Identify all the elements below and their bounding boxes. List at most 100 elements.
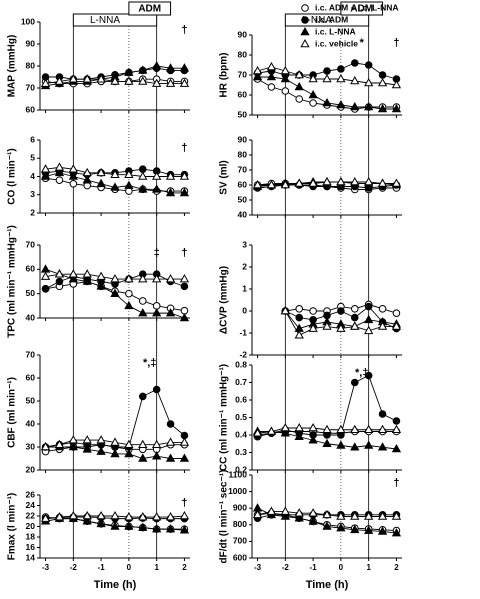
annotation: † xyxy=(393,477,399,489)
data-point xyxy=(350,424,360,434)
data-point xyxy=(294,513,304,522)
data-point xyxy=(266,506,277,515)
period-label: L-NNA xyxy=(302,15,332,26)
data-point xyxy=(391,321,402,330)
data-point xyxy=(377,424,388,434)
y-tick-label: 1000 xyxy=(228,486,247,496)
data-point xyxy=(68,510,78,520)
data-point xyxy=(152,451,162,460)
y-tick-label: 60 xyxy=(238,89,248,99)
data-point xyxy=(68,441,78,451)
data-point xyxy=(377,77,388,87)
period-label: ADM xyxy=(138,4,161,15)
x-tick-label: 1 xyxy=(366,563,371,572)
data-point xyxy=(350,176,360,186)
y-tick-label: 70 xyxy=(26,349,36,359)
panel: 40 50 60 70 80 90 SV (ml) xyxy=(219,134,402,219)
data-point xyxy=(165,453,176,462)
data-point xyxy=(138,453,148,462)
data-point xyxy=(54,167,65,177)
y-tick-label: 700 xyxy=(233,536,247,546)
legend-label: i.c. vehicle xyxy=(315,38,358,48)
data-point xyxy=(138,439,148,448)
y-tick-label: 18 xyxy=(26,531,36,541)
data-point xyxy=(252,428,263,437)
data-point xyxy=(110,521,120,530)
data-point xyxy=(40,271,51,280)
data-point xyxy=(152,439,162,448)
data-point xyxy=(179,525,190,534)
data-point xyxy=(377,103,388,113)
data-point xyxy=(54,162,65,171)
data-point xyxy=(124,274,134,283)
data-point xyxy=(336,424,346,434)
data-point xyxy=(179,437,190,446)
y-tick-label: 0.8 xyxy=(235,359,247,369)
data-point xyxy=(322,438,332,448)
data-point xyxy=(377,321,388,330)
data-point xyxy=(308,73,318,83)
data-point xyxy=(165,63,176,72)
data-point xyxy=(82,269,92,278)
data-point xyxy=(364,325,374,335)
data-point xyxy=(350,442,360,451)
data-point xyxy=(125,289,133,298)
data-point xyxy=(392,309,401,318)
period-label: ADM xyxy=(350,4,373,15)
period-box xyxy=(128,1,172,16)
data-point xyxy=(179,312,190,322)
data-point xyxy=(336,523,346,532)
y-axis-title: SV (ml) xyxy=(219,160,230,194)
data-point xyxy=(252,179,263,189)
data-point xyxy=(96,518,106,528)
data-point xyxy=(336,176,346,186)
y-axis-title: MAP (mmHg) xyxy=(7,35,18,98)
data-point xyxy=(152,78,162,87)
data-point xyxy=(350,75,360,85)
data-point xyxy=(252,65,263,75)
data-point xyxy=(322,424,332,434)
data-point xyxy=(280,511,290,520)
y-tick-label: 50 xyxy=(238,194,248,204)
data-point xyxy=(82,74,92,83)
data-point xyxy=(391,424,402,434)
data-point xyxy=(124,439,134,448)
y-tick-label: 40 xyxy=(26,312,36,322)
data-point xyxy=(266,61,277,71)
data-point xyxy=(252,71,263,81)
data-point xyxy=(68,435,78,444)
data-point xyxy=(96,281,106,290)
data-point xyxy=(165,171,176,180)
data-point xyxy=(267,83,276,91)
data-point xyxy=(364,101,374,111)
data-point xyxy=(266,179,277,189)
data-point xyxy=(54,76,65,85)
panel: -2 -1 0 1 2 3 ΔCVP (mmHg) xyxy=(219,239,402,359)
data-point xyxy=(364,511,374,520)
data-point xyxy=(96,271,106,280)
data-point xyxy=(295,95,304,103)
data-point xyxy=(364,176,374,186)
data-point xyxy=(323,67,331,75)
annotation: * xyxy=(360,37,365,49)
legend-label: i.c. ADM + i.c. L-NNA xyxy=(315,2,399,12)
y-tick-label: 4 xyxy=(30,171,35,181)
x-tick-label: 1 xyxy=(154,563,159,572)
data-point xyxy=(336,99,346,109)
data-point xyxy=(138,392,147,401)
data-point xyxy=(350,524,360,534)
data-point xyxy=(300,26,310,36)
data-point xyxy=(322,521,332,530)
data-point xyxy=(138,308,148,317)
data-point xyxy=(350,313,359,322)
data-point xyxy=(322,509,332,519)
y-tick-label: 800 xyxy=(233,519,247,529)
panel: 0.2 0.3 0.4 0.5 0.6 0.7 0.8 CC (ml min⁻¹ mmHg⁻¹… xyxy=(219,359,402,474)
data-point xyxy=(96,167,106,177)
data-point xyxy=(152,60,162,70)
data-point xyxy=(350,101,360,111)
data-point xyxy=(280,179,290,189)
y-tick-label: -1 xyxy=(239,327,247,337)
